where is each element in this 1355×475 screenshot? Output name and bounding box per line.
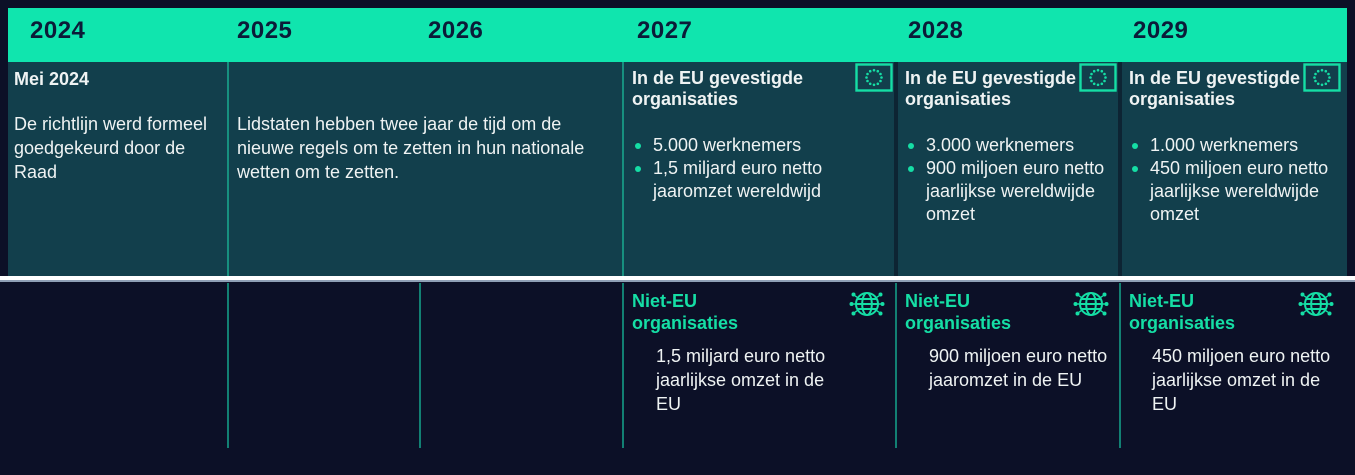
bullet-text: 3.000 werknemers bbox=[926, 135, 1075, 155]
bullet-dot bbox=[635, 166, 641, 172]
year-label-2027: 2027 bbox=[637, 17, 693, 44]
bullet-dot bbox=[908, 143, 914, 149]
eu-flag-icon bbox=[1303, 63, 1341, 92]
bullet-item: 5.000 werknemers bbox=[635, 134, 840, 157]
non-eu-cell-body-2029: 450 miljoen euro netto jaarlijkse omzet … bbox=[1152, 346, 1331, 414]
bullet-text: 5.000 werknemers bbox=[653, 135, 802, 155]
year-label-2029: 2029 bbox=[1133, 17, 1189, 44]
globe-network-icon bbox=[1072, 285, 1110, 323]
year-label-2024: 2024 bbox=[30, 17, 86, 44]
eu-cell-bullets-2027: 5.000 werknemers 1,5 miljard euro netto … bbox=[635, 134, 840, 203]
non-eu-cell-body-2028: 900 miljoen euro netto jaaromzet in de E… bbox=[929, 346, 1108, 390]
eu-cell-title-2028: In de EU gevestigde organisaties bbox=[905, 68, 1077, 109]
globe-network-icon bbox=[848, 285, 886, 323]
bullet-text: 1.000 werknemers bbox=[1150, 135, 1299, 155]
bullet-dot bbox=[1132, 166, 1138, 172]
bullet-dot bbox=[1132, 143, 1138, 149]
horizontal-divider bbox=[0, 276, 1355, 282]
column-divider bbox=[894, 62, 898, 277]
eu-cell-title-2029: In de EU gevestigde organisaties bbox=[1129, 68, 1301, 109]
column-divider bbox=[227, 283, 229, 448]
bullet-text: 900 miljoen euro netto jaarlijkse wereld… bbox=[926, 158, 1105, 224]
bullet-text: 1,5 miljard euro netto jaaromzet wereldw… bbox=[653, 158, 823, 201]
top-row-background bbox=[8, 62, 1347, 277]
bullet-item: 3.000 werknemers bbox=[908, 134, 1113, 157]
bullet-dot bbox=[635, 143, 641, 149]
column-divider bbox=[227, 62, 229, 277]
year-label-2025: 2025 bbox=[237, 17, 293, 44]
eu-cell-title-2027: In de EU gevestigde organisaties bbox=[632, 68, 804, 109]
non-eu-cell-title-2028: Niet-EU organisaties bbox=[905, 291, 1012, 333]
year-label-2026: 2026 bbox=[428, 17, 484, 44]
non-eu-cell-title-2029: Niet-EU organisaties bbox=[1129, 291, 1236, 333]
eu-cell-bullets-2028: 3.000 werknemers 900 miljoen euro netto … bbox=[908, 134, 1113, 226]
eu-flag-icon bbox=[855, 63, 893, 92]
column-divider bbox=[622, 62, 624, 277]
column-divider bbox=[895, 283, 897, 448]
bullet-dot bbox=[908, 166, 914, 172]
bullet-item: 900 miljoen euro netto jaarlijkse wereld… bbox=[908, 157, 1113, 226]
bullet-item: 1.000 werknemers bbox=[1132, 134, 1337, 157]
eu-flag-icon bbox=[1079, 63, 1117, 92]
column-divider bbox=[1118, 62, 1122, 277]
intro-cell-body: De richtlijn werd formeel goedgekeurd do… bbox=[14, 114, 208, 182]
year-label-2028: 2028 bbox=[908, 17, 964, 44]
year-header-bar bbox=[8, 8, 1347, 62]
bullet-item: 1,5 miljard euro netto jaaromzet wereldw… bbox=[635, 157, 840, 203]
bullet-item: 450 miljoen euro netto jaarlijkse wereld… bbox=[1132, 157, 1337, 226]
column-divider bbox=[1119, 283, 1121, 448]
column-divider bbox=[622, 283, 624, 448]
intro-cell-title: Mei 2024 bbox=[14, 69, 90, 89]
non-eu-cell-body-2027: 1,5 miljard euro netto jaarlijkse omzet … bbox=[656, 346, 826, 414]
globe-network-icon bbox=[1297, 285, 1335, 323]
column-divider bbox=[419, 283, 421, 448]
bullet-text: 450 miljoen euro netto jaarlijkse wereld… bbox=[1150, 158, 1329, 224]
non-eu-cell-title-2027: Niet-EU organisaties bbox=[632, 291, 739, 333]
transposition-cell-body: Lidstaten hebben twee jaar de tijd om de… bbox=[237, 114, 585, 182]
eu-cell-bullets-2029: 1.000 werknemers 450 miljoen euro netto … bbox=[1132, 134, 1337, 226]
